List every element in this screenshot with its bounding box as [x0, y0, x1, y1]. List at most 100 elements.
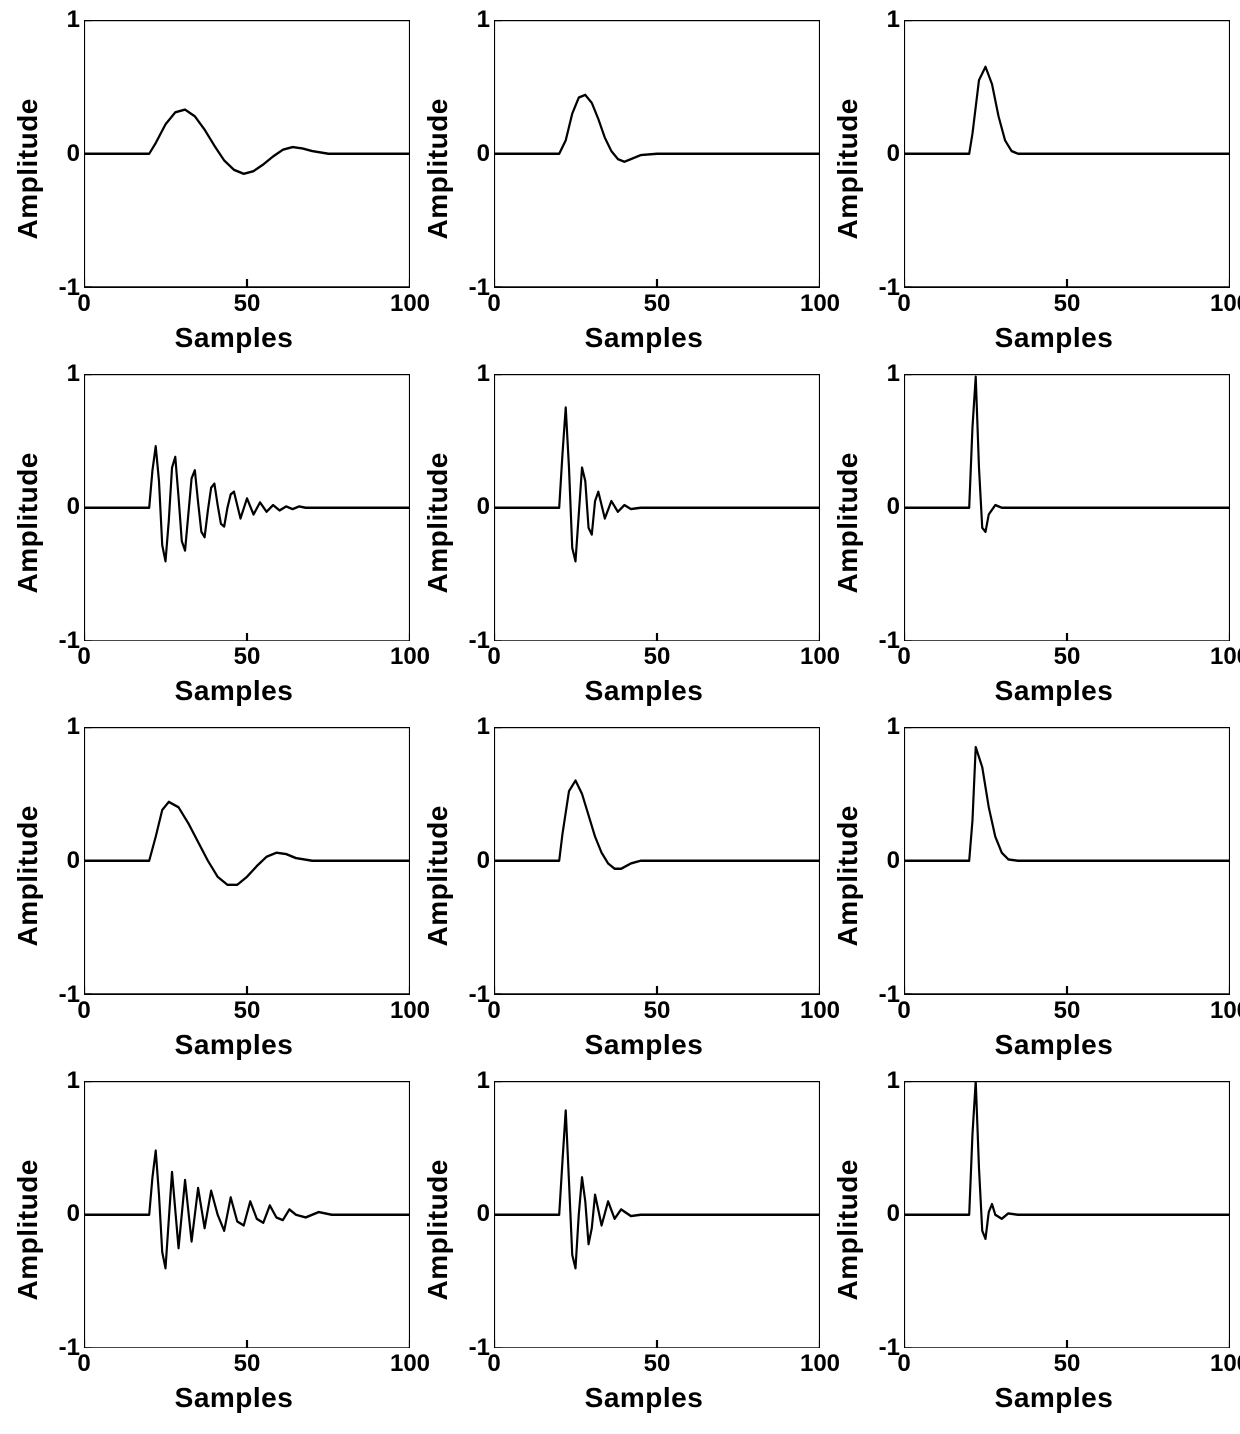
x-axis-label: Samples [420, 1378, 820, 1414]
y-tick-label: 1 [856, 1067, 900, 1095]
subplot-panel: Amplitude-101050100Samples [830, 20, 1230, 354]
plot-svg [494, 374, 820, 642]
x-axis-label: Samples [830, 671, 1230, 707]
y-tick-label: 0 [446, 1200, 490, 1228]
subplot-panel: Amplitude-101050100Samples [10, 1081, 410, 1415]
y-tick-label: 1 [446, 1067, 490, 1095]
signal-line [904, 67, 1230, 154]
plot-svg [904, 727, 1230, 995]
signal-line [494, 407, 820, 561]
x-tick-label: 0 [487, 1350, 500, 1378]
y-tick-label: 0 [446, 493, 490, 521]
x-axis-label: Samples [830, 318, 1230, 354]
subplot-panel: Amplitude-101050100Samples [420, 1081, 820, 1415]
y-tick-label: -1 [856, 274, 900, 302]
x-tick-label: 50 [1054, 1350, 1081, 1378]
signal-line [904, 747, 1230, 861]
subplot-panel: Amplitude-101050100Samples [830, 374, 1230, 708]
signal-line [904, 376, 1230, 531]
y-tick-label: 1 [856, 6, 900, 34]
signal-line [84, 1150, 410, 1268]
y-tick-label: 0 [856, 140, 900, 168]
subplot-panel: Amplitude-101050100Samples [420, 374, 820, 708]
y-tick-label: 0 [36, 1200, 80, 1228]
x-tick-label: 100 [1210, 643, 1240, 671]
plot-svg [494, 1081, 820, 1349]
plot-svg [84, 374, 410, 642]
y-tick-label: 0 [36, 847, 80, 875]
y-tick-label: 0 [36, 493, 80, 521]
y-tick-label: -1 [36, 274, 80, 302]
x-axis-label: Samples [10, 1025, 410, 1061]
x-tick-label: 0 [77, 1350, 90, 1378]
x-tick-label: 100 [1210, 997, 1240, 1025]
y-tick-label: 0 [446, 847, 490, 875]
x-axis-label: Samples [420, 318, 820, 354]
x-tick-label: 50 [644, 997, 671, 1025]
y-tick-label: 1 [36, 360, 80, 388]
y-tick-label: 0 [856, 1200, 900, 1228]
plot-svg [904, 374, 1230, 642]
y-tick-label: 1 [36, 713, 80, 741]
signal-line [494, 781, 820, 869]
y-tick-label: -1 [446, 274, 490, 302]
x-tick-label: 0 [487, 290, 500, 318]
x-tick-label: 50 [234, 643, 261, 671]
signal-line [494, 95, 820, 162]
x-tick-label: 0 [487, 643, 500, 671]
y-tick-label: -1 [36, 627, 80, 655]
x-tick-label: 50 [234, 1350, 261, 1378]
signal-line [84, 802, 410, 885]
x-tick-label: 0 [897, 997, 910, 1025]
plot-svg [494, 727, 820, 995]
x-tick-label: 50 [644, 1350, 671, 1378]
x-tick-label: 0 [487, 997, 500, 1025]
x-tick-label: 0 [77, 290, 90, 318]
x-tick-label: 50 [234, 290, 261, 318]
x-tick-label: 0 [897, 290, 910, 318]
y-tick-label: -1 [446, 627, 490, 655]
subplot-panel: Amplitude-101050100Samples [420, 20, 820, 354]
x-tick-label: 0 [77, 997, 90, 1025]
y-tick-label: -1 [446, 981, 490, 1009]
x-axis-label: Samples [830, 1378, 1230, 1414]
x-tick-label: 0 [897, 643, 910, 671]
subplot-panel: Amplitude-101050100Samples [10, 727, 410, 1061]
x-tick-label: 100 [1210, 1350, 1240, 1378]
subplot-panel: Amplitude-101050100Samples [830, 727, 1230, 1061]
x-axis-label: Samples [830, 1025, 1230, 1061]
plot-svg [904, 1081, 1230, 1349]
x-tick-label: 50 [644, 643, 671, 671]
x-tick-label: 0 [77, 643, 90, 671]
signal-line [84, 446, 410, 561]
signal-line [904, 1081, 1230, 1239]
subplot-panel: Amplitude-101050100Samples [10, 374, 410, 708]
subplot-grid: Amplitude-101050100SamplesAmplitude-1010… [10, 20, 1230, 1414]
x-tick-label: 50 [1054, 997, 1081, 1025]
x-axis-label: Samples [10, 1378, 410, 1414]
plot-svg [84, 727, 410, 995]
x-tick-label: 50 [1054, 643, 1081, 671]
x-axis-label: Samples [10, 318, 410, 354]
y-tick-label: 0 [856, 847, 900, 875]
x-tick-label: 0 [897, 1350, 910, 1378]
y-tick-label: -1 [36, 1334, 80, 1362]
y-tick-label: -1 [856, 627, 900, 655]
x-axis-label: Samples [10, 671, 410, 707]
y-tick-label: 1 [446, 713, 490, 741]
plot-svg [84, 20, 410, 288]
signal-line [84, 110, 410, 174]
y-tick-label: 1 [446, 360, 490, 388]
y-tick-label: -1 [856, 981, 900, 1009]
subplot-panel: Amplitude-101050100Samples [420, 727, 820, 1061]
plot-svg [84, 1081, 410, 1349]
x-tick-label: 100 [1210, 290, 1240, 318]
signal-line [494, 1110, 820, 1268]
y-tick-label: 1 [36, 6, 80, 34]
x-tick-label: 50 [234, 997, 261, 1025]
x-axis-label: Samples [420, 671, 820, 707]
y-tick-label: -1 [856, 1334, 900, 1362]
subplot-panel: Amplitude-101050100Samples [10, 20, 410, 354]
x-tick-label: 50 [1054, 290, 1081, 318]
y-tick-label: 1 [856, 360, 900, 388]
